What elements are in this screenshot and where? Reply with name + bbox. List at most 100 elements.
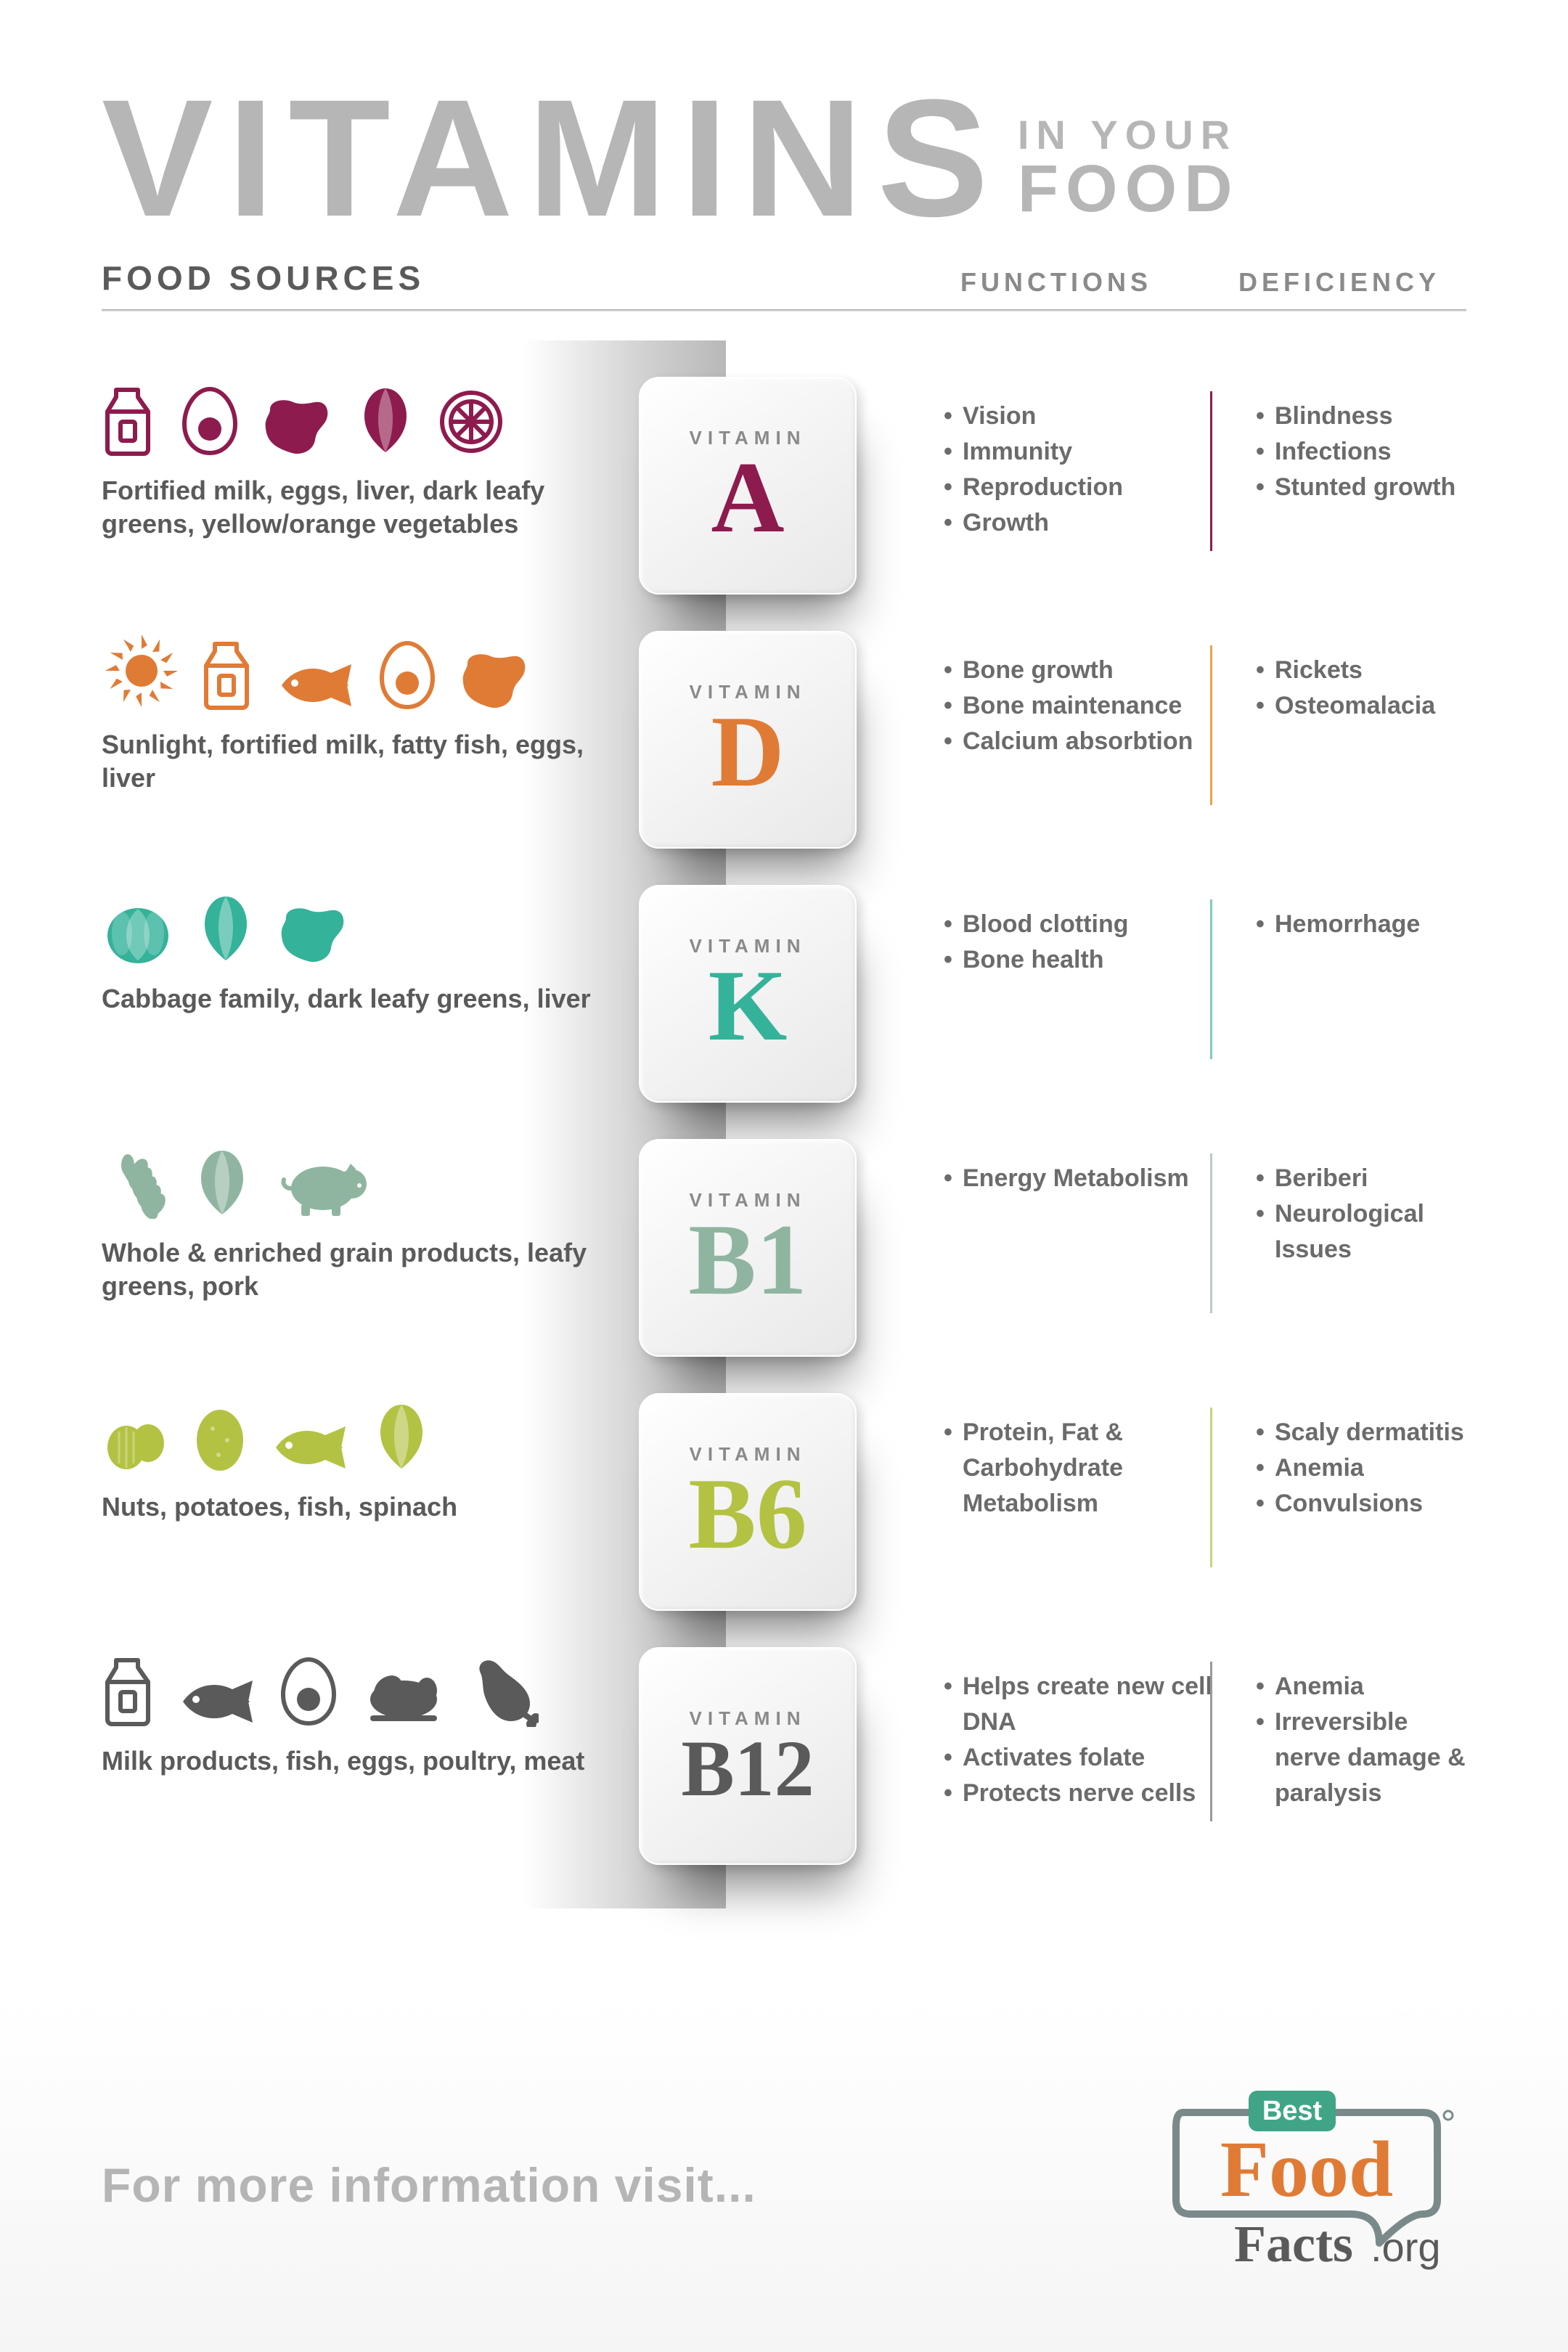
source-icons <box>102 1139 624 1219</box>
food-sources-cell: Milk products, fish, eggs, poultry, meat <box>102 1647 668 1779</box>
function-item: Immunity <box>944 434 1212 470</box>
vitamin-tile: VITAMINA <box>639 377 857 595</box>
source-icons <box>102 377 624 457</box>
vitamin-tile: VITAMIND <box>639 631 857 849</box>
pig-icon <box>274 1153 368 1219</box>
deficiency-item: Neurological Issues <box>1256 1196 1466 1268</box>
source-text: Cabbage family, dark leafy greens, liver <box>102 982 595 1016</box>
milk-icon <box>200 638 257 711</box>
functions-cell: Bone growthBone maintenanceCalcium absor… <box>900 631 1212 760</box>
source-icons <box>102 631 624 711</box>
deficiency-item: Convulsions <box>1256 1486 1466 1522</box>
header-rule <box>102 309 1466 311</box>
logo-best: Best <box>1262 2096 1323 2126</box>
milk-icon <box>102 1654 158 1727</box>
deficiency-cell: Hemorrhage <box>1212 885 1466 942</box>
vitamin-tile: VITAMINB12 <box>639 1647 857 1865</box>
citrus-icon <box>437 388 506 457</box>
egg-icon <box>177 384 242 457</box>
function-item: Bone health <box>944 942 1212 978</box>
deficiency-item: Osteomalacia <box>1256 688 1466 724</box>
source-text: Whole & enriched grain products, leafy g… <box>102 1236 595 1304</box>
function-item: Protein, Fat & Carbohydrate Metabolism <box>944 1415 1212 1522</box>
egg-icon <box>375 638 440 711</box>
function-item: Blood clotting <box>944 907 1212 942</box>
deficiency-cell: RicketsOsteomalacia <box>1212 631 1466 724</box>
functions-cell: Blood clottingBone health <box>900 885 1212 979</box>
logo-food: Food <box>1220 2125 1393 2213</box>
logo-org: .org <box>1371 2224 1441 2270</box>
leafy-icon <box>353 384 418 457</box>
tile-letter: B12 <box>681 1733 814 1805</box>
leafy-icon <box>369 1400 434 1473</box>
function-item: Protects nerve cells <box>944 1776 1212 1811</box>
footer: For more information visit... Best Food … <box>0 2083 1568 2287</box>
vitamin-row-d: Sunlight, fortified milk, fatty fish, eg… <box>102 595 1466 849</box>
deficiency-item: Anemia <box>1256 1450 1466 1486</box>
tile-letter: K <box>709 960 788 1052</box>
fish-icon <box>177 1676 257 1727</box>
fish-icon <box>276 660 356 711</box>
fish-icon <box>270 1422 350 1473</box>
liver-icon <box>277 903 350 965</box>
source-icons <box>102 1647 624 1727</box>
source-icons <box>102 1393 624 1473</box>
function-item: Helps create new cell DNA <box>944 1669 1212 1741</box>
vitamin-tile: VITAMINK <box>639 885 857 1103</box>
tile-letter: B1 <box>688 1214 807 1306</box>
functions-cell: Energy Metabolism <box>900 1139 1212 1196</box>
deficiency-cell: Scaly dermatitisAnemiaConvulsions <box>1212 1393 1466 1522</box>
vitamin-tile: VITAMINB6 <box>639 1393 857 1611</box>
header-deficiency: DEFICIENCY <box>1212 267 1466 298</box>
cabbage-icon <box>102 896 174 965</box>
liver-icon <box>459 649 531 711</box>
function-item: Bone growth <box>944 653 1212 688</box>
milk-icon <box>102 384 158 457</box>
food-sources-cell: Fortified milk, eggs, liver, dark leafy … <box>102 377 668 542</box>
nuts-icon <box>102 1411 171 1473</box>
function-item: Bone maintenance <box>944 688 1212 724</box>
deficiency-item: Irreversible nerve damage & paralysis <box>1256 1704 1466 1812</box>
vitamin-tile: VITAMINB1 <box>639 1139 857 1357</box>
functions-cell: Helps create new cell DNAActivates folat… <box>900 1647 1212 1812</box>
function-item: Reproduction <box>944 470 1212 505</box>
source-text: Sunlight, fortified milk, fatty fish, eg… <box>102 728 595 796</box>
title-sub-1: IN YOUR <box>1018 115 1240 155</box>
function-item: Energy Metabolism <box>944 1161 1212 1196</box>
footer-text: For more information visit... <box>102 2157 756 2213</box>
food-sources-cell: Whole & enriched grain products, leafy g… <box>102 1139 668 1304</box>
deficiency-item: Hemorrhage <box>1256 907 1466 942</box>
food-sources-cell: Cabbage family, dark leafy greens, liver <box>102 885 668 1016</box>
deficiency-cell: AnemiaIrreversible nerve damage & paraly… <box>1212 1647 1466 1812</box>
meat-icon <box>466 1654 539 1727</box>
deficiency-item: Scaly dermatitis <box>1256 1415 1466 1450</box>
logo: Best Food Facts .org <box>1161 2083 1466 2287</box>
deficiency-item: Infections <box>1256 434 1466 470</box>
logo-facts: Facts <box>1234 2215 1353 2273</box>
deficiency-item: Blindness <box>1256 399 1466 434</box>
source-text: Milk products, fish, eggs, poultry, meat <box>102 1744 595 1779</box>
function-item: Vision <box>944 399 1212 434</box>
tile-letter: D <box>711 706 784 798</box>
functions-cell: Protein, Fat & Carbohydrate Metabolism <box>900 1393 1212 1522</box>
functions-cell: VisionImmunityReproductionGrowth <box>900 377 1212 542</box>
title-main: VITAMINS <box>102 87 1003 229</box>
leafy-icon <box>193 892 258 965</box>
deficiency-item: Beriberi <box>1256 1161 1466 1196</box>
vitamin-row-b12: Milk products, fish, eggs, poultry, meat… <box>102 1611 1466 1865</box>
potato-icon <box>189 1404 251 1473</box>
source-text: Fortified milk, eggs, liver, dark leafy … <box>102 474 595 542</box>
vitamin-row-b6: Nuts, potatoes, fish, spinachVITAMINB6Pr… <box>102 1357 1466 1611</box>
title: VITAMINS IN YOUR FOOD <box>102 87 1466 229</box>
tile-letter: A <box>711 452 784 544</box>
header-sources: FOOD SOURCES <box>102 258 668 298</box>
deficiency-cell: BeriberiNeurological Issues <box>1212 1139 1466 1268</box>
function-item: Calcium absorbtion <box>944 724 1212 759</box>
tile-letter: B6 <box>688 1469 807 1560</box>
function-item: Activates folate <box>944 1740 1212 1776</box>
deficiency-cell: BlindnessInfectionsStunted growth <box>1212 377 1466 506</box>
poultry-icon <box>360 1662 447 1727</box>
title-subtitle: IN YOUR FOOD <box>1018 115 1240 229</box>
function-item: Growth <box>944 505 1212 541</box>
vitamin-row-k: Cabbage family, dark leafy greens, liver… <box>102 849 1466 1103</box>
